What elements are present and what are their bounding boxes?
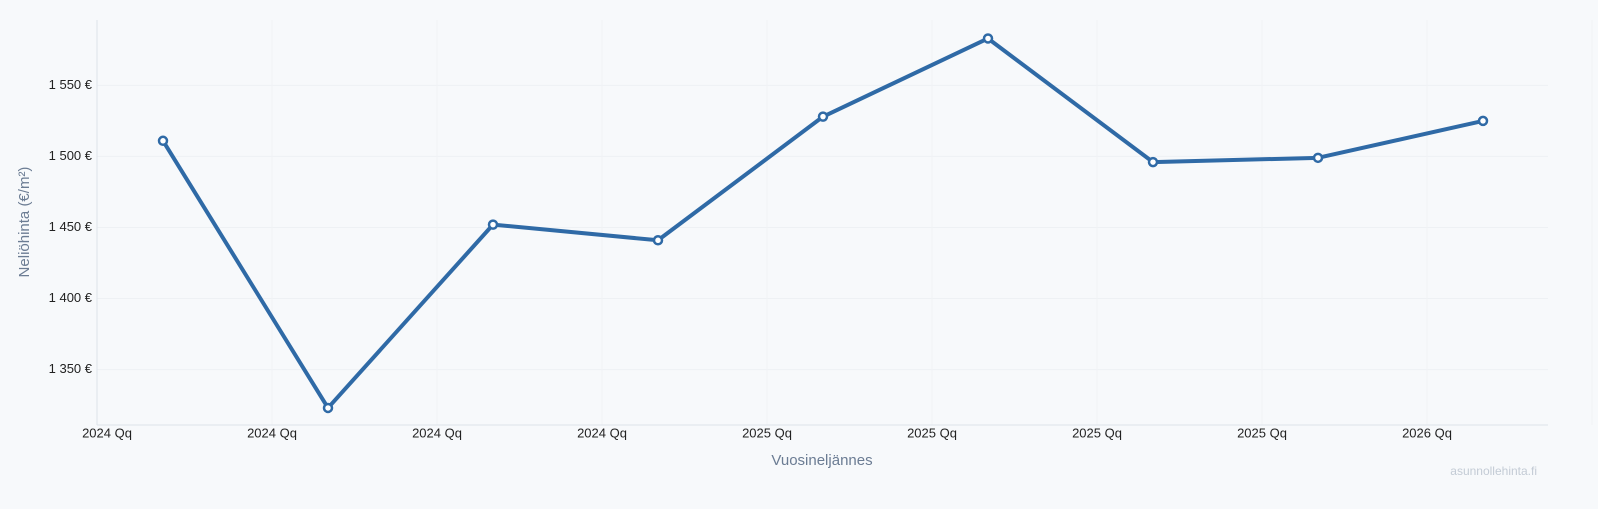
y-tick-label: 1 350 € xyxy=(49,361,93,376)
point xyxy=(157,135,169,147)
x-tick-label: 2025 Qq xyxy=(1237,425,1287,440)
y-tick-label: 1 550 € xyxy=(49,77,93,92)
line xyxy=(161,36,1484,410)
x-axis-title: Vuosineljännes xyxy=(771,452,872,469)
point xyxy=(322,402,334,414)
x-tick-label: 2025 Qq xyxy=(742,425,792,440)
point xyxy=(652,235,664,246)
point xyxy=(487,219,499,230)
point xyxy=(1312,152,1324,164)
point xyxy=(1147,156,1159,168)
point xyxy=(817,111,829,122)
x-tick-label: 2025 Qq xyxy=(1072,425,1122,440)
y-axis-title: Neliöhinta (€/m²) xyxy=(16,167,33,278)
x-tick-label: 2024 Qq xyxy=(82,425,132,440)
y-tick-label: 1 500 € xyxy=(49,148,93,163)
watermark: asunnollehinta.fi xyxy=(1450,464,1537,478)
x-tick-label: 2024 Qq xyxy=(247,425,297,440)
x-tick-label: 2024 Qq xyxy=(412,425,462,440)
x-tick-label: 2026 Qq xyxy=(1402,425,1452,440)
y-tick-label: 1 400 € xyxy=(49,290,93,305)
x-tick-label: 2024 Qq xyxy=(577,425,627,440)
point xyxy=(982,33,994,44)
x-tick-label: 2025 Qq xyxy=(907,425,957,440)
point xyxy=(1477,115,1489,127)
y-tick-label: 1 450 € xyxy=(49,219,93,234)
